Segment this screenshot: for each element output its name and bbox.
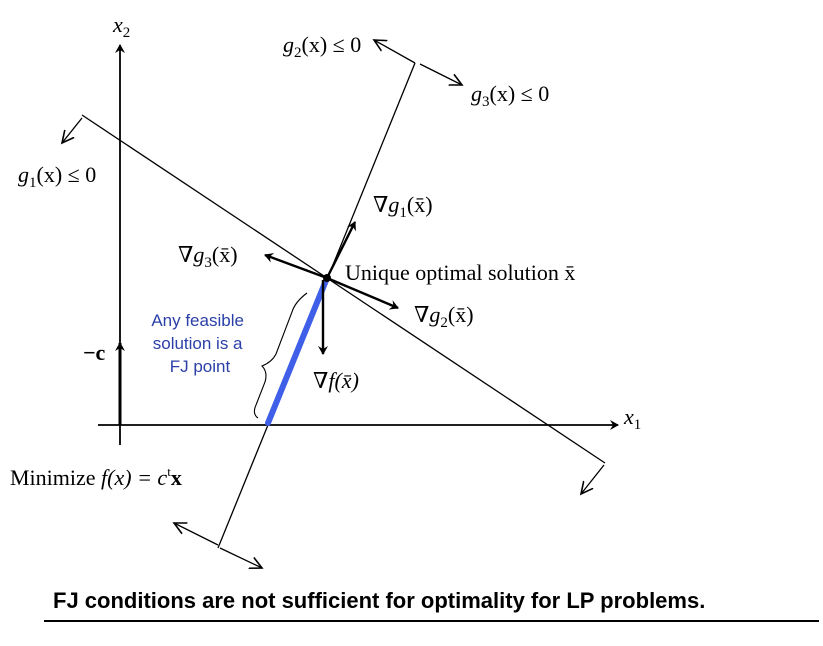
grad-g3-arrow — [264, 253, 328, 280]
caption-underline — [44, 620, 819, 622]
g3-constraint-label: g3(x) ≤ 0 — [471, 81, 549, 110]
g1-direction-arrow — [62, 117, 83, 143]
lower-direction-arrow-right — [219, 547, 262, 568]
grad-f-label: ∇f(x̄) — [313, 368, 359, 393]
g1-constraint-line — [81, 114, 606, 464]
g2-direction-arrow — [374, 40, 416, 64]
optimal-solution-label: Unique optimal solution x̄ — [345, 260, 575, 285]
feasible-brace — [253, 292, 308, 419]
neg-c-label: −c — [83, 340, 106, 365]
grad-g1-arrow — [325, 221, 357, 279]
x1-axis-label: x1 — [623, 404, 641, 433]
g1-constraint-label: g1(x) ≤ 0 — [18, 162, 96, 191]
feasible-segment — [265, 275, 330, 426]
grad-g3-label: ∇g3(x̄) — [178, 242, 238, 271]
grad-g2-arrow — [326, 276, 399, 310]
grad-g2-label: ∇g2(x̄) — [414, 302, 474, 331]
figure-caption: FJ conditions are not sufficient for opt… — [53, 588, 706, 613]
g1-direction-arrow-lower — [581, 464, 605, 494]
x2-axis-label: x2 — [112, 12, 130, 41]
objective-label: Minimize f(x) = ctx — [10, 464, 182, 490]
g3-direction-arrow — [419, 63, 462, 85]
feasible-note: Any feasible solution is a FJ point — [151, 311, 248, 376]
optimal-point — [323, 274, 331, 282]
lower-direction-arrow-left — [174, 523, 219, 546]
g2-constraint-label: g2(x) ≤ 0 — [283, 32, 361, 61]
grad-g1-label: ∇g1(x̄) — [373, 192, 433, 221]
